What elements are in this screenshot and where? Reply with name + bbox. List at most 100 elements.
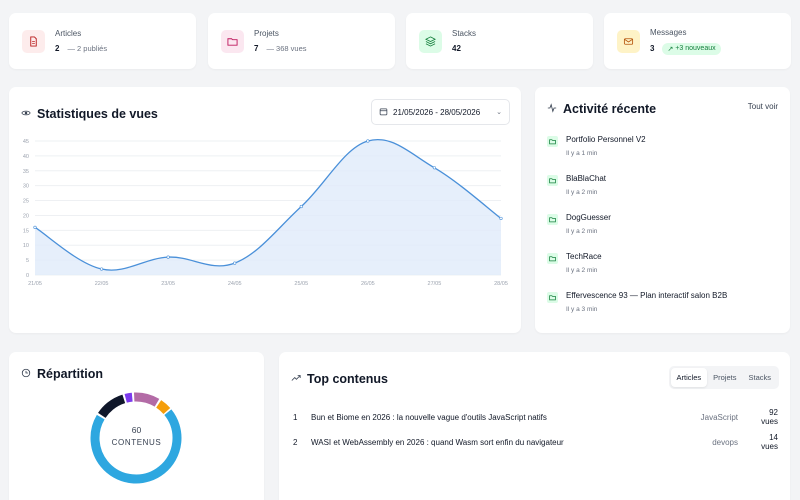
area-fill — [35, 139, 501, 275]
top-content-title: Top contenus — [307, 372, 389, 386]
activity-item-time: Il y a 3 min — [566, 306, 598, 313]
activity-item-time: Il y a 1 min — [566, 150, 598, 157]
trending-up-icon: ↗ — [667, 45, 674, 53]
folder-icon — [547, 292, 558, 303]
data-point — [366, 139, 370, 143]
y-tick-label: 20 — [23, 213, 29, 219]
donut-total: 60 — [131, 425, 142, 435]
x-tick-label: 23/05 — [161, 281, 175, 287]
stat-dash: — — [67, 44, 78, 53]
top-content-card: Top contenus Articles Projets Stacks 1 B… — [279, 352, 790, 500]
table-row[interactable]: 2 WASI et WebAssembly en 2026 : quand Wa… — [293, 433, 778, 451]
mail-icon — [617, 29, 640, 53]
activity-item[interactable]: TechRace Il y a 2 min — [547, 252, 602, 274]
views-chart-card: Statistiques de vues 21/05/2026 - 28/05/… — [9, 87, 521, 333]
x-tick-label: 27/05 — [428, 281, 442, 287]
activity-item[interactable]: Portfolio Personnel V2 Il y a 1 min — [547, 135, 646, 157]
stat-title: Projets — [254, 29, 279, 38]
stat-sub: 2 publiés — [77, 44, 108, 53]
date-range-value: 21/05/2026 - 28/05/2026 — [393, 107, 481, 117]
date-range-picker[interactable]: 21/05/2026 - 28/05/2026 ⌄ — [371, 99, 510, 125]
x-tick-label: 22/05 — [95, 281, 109, 287]
activity-item[interactable]: DogGuesser Il y a 2 min — [547, 213, 611, 235]
x-tick-label: 24/05 — [228, 281, 242, 287]
layers-icon — [419, 29, 442, 53]
stat-card-messages[interactable]: Messages 3 ↗ +3 nouveaux — [604, 13, 791, 69]
activity-item-title: TechRace — [566, 252, 602, 261]
y-tick-label: 10 — [23, 243, 29, 249]
tab-stacks[interactable]: Stacks — [748, 373, 771, 382]
stat-title: Messages — [650, 27, 687, 37]
donut-total-label: CONTENUS — [111, 438, 162, 447]
folder-icon — [547, 175, 558, 186]
donut-segment — [90, 392, 182, 484]
data-point — [33, 225, 37, 229]
y-tick-label: 45 — [23, 139, 29, 145]
row-views: 14 vues — [761, 433, 778, 451]
content-tabs: Articles Projets Stacks — [668, 366, 779, 389]
row-title: Bun et Biome en 2026 : la nouvelle vague… — [311, 412, 547, 422]
repartition-donut-chart — [90, 392, 182, 484]
table-row[interactable]: 1 Bun et Biome en 2026 : la nouvelle vag… — [293, 408, 778, 426]
row-category: devops — [712, 437, 738, 447]
stat-card-articles[interactable]: Articles 2 — 2 publiés — [9, 13, 196, 69]
activity-item-time: Il y a 2 min — [566, 228, 598, 235]
stat-title: Articles — [55, 29, 82, 38]
activity-item[interactable]: Effervescence 93 — Plan interactif salon… — [547, 291, 727, 313]
stat-sub: 368 vues — [276, 44, 307, 53]
activity-item-title: Effervescence 93 — Plan interactif salon… — [566, 291, 728, 300]
trending-up-icon — [291, 370, 301, 388]
activity-item[interactable]: BlaBlaChat Il y a 2 min — [547, 174, 606, 196]
tab-projets[interactable]: Projets — [713, 373, 737, 382]
see-all-link[interactable]: Tout voir — [747, 102, 778, 111]
calendar-icon — [379, 107, 388, 118]
y-tick-label: 25 — [23, 199, 29, 205]
row-views: 92 vues — [761, 408, 778, 426]
data-point — [299, 204, 303, 209]
stat-value: 2 — [55, 44, 60, 53]
donut-segment — [90, 392, 182, 484]
y-tick-label: 35 — [23, 169, 29, 175]
data-point — [99, 267, 104, 271]
new-messages-badge: ↗ +3 nouveaux — [662, 42, 721, 55]
activity-item-title: BlaBlaChat — [566, 174, 607, 183]
row-title: WASI et WebAssembly en 2026 : quand Wasm… — [311, 437, 564, 447]
stat-card-projets[interactable]: Projets 7 — 368 vues — [208, 13, 395, 69]
badge-label: +3 nouveaux — [675, 45, 716, 52]
repartition-card: Répartition 60 CONTENUS — [9, 352, 264, 500]
views-area-chart: 0 5 10 15 20 25 30 35 40 45 21/05 22/05 23/05 24/05 25… — [23, 138, 508, 287]
x-tick-label: 21/05 — [28, 281, 42, 287]
chevron-down-icon: ⌄ — [496, 109, 502, 116]
row-category: JavaScript — [700, 412, 738, 422]
views-title: Statistiques de vues — [37, 107, 158, 121]
data-point — [432, 166, 437, 170]
stat-value: 42 — [452, 44, 461, 53]
stat-dash: — — [266, 44, 277, 53]
series-line — [34, 138, 502, 271]
y-tick-label: 15 — [23, 228, 29, 234]
activity-card: Activité récente Tout voir Portfolio Per… — [535, 87, 790, 333]
folder-icon — [547, 136, 558, 147]
clock-icon — [21, 365, 31, 383]
y-tick-label: 30 — [23, 184, 29, 190]
document-icon — [22, 29, 45, 53]
folder-icon — [547, 214, 558, 225]
activity-item-title: Portfolio Personnel V2 — [566, 135, 646, 144]
folder-icon — [221, 29, 244, 53]
data-point — [233, 261, 237, 265]
folder-icon — [547, 253, 558, 264]
data-point — [499, 216, 503, 221]
activity-icon — [547, 100, 557, 118]
stat-card-stacks[interactable]: Stacks 42 — [406, 13, 593, 69]
x-tick-label: 26/05 — [361, 281, 375, 287]
activity-item-title: DogGuesser — [566, 213, 611, 222]
data-point — [166, 255, 170, 259]
y-tick-label: 0 — [26, 273, 29, 279]
x-tick-label: 28/05 — [494, 281, 508, 287]
row-rank: 2 — [293, 437, 298, 447]
tab-articles[interactable]: Articles — [670, 368, 708, 387]
activity-title: Activité récente — [563, 102, 657, 116]
repartition-title: Répartition — [37, 367, 103, 381]
eye-icon — [21, 105, 31, 123]
stat-value: 3 — [650, 44, 655, 53]
